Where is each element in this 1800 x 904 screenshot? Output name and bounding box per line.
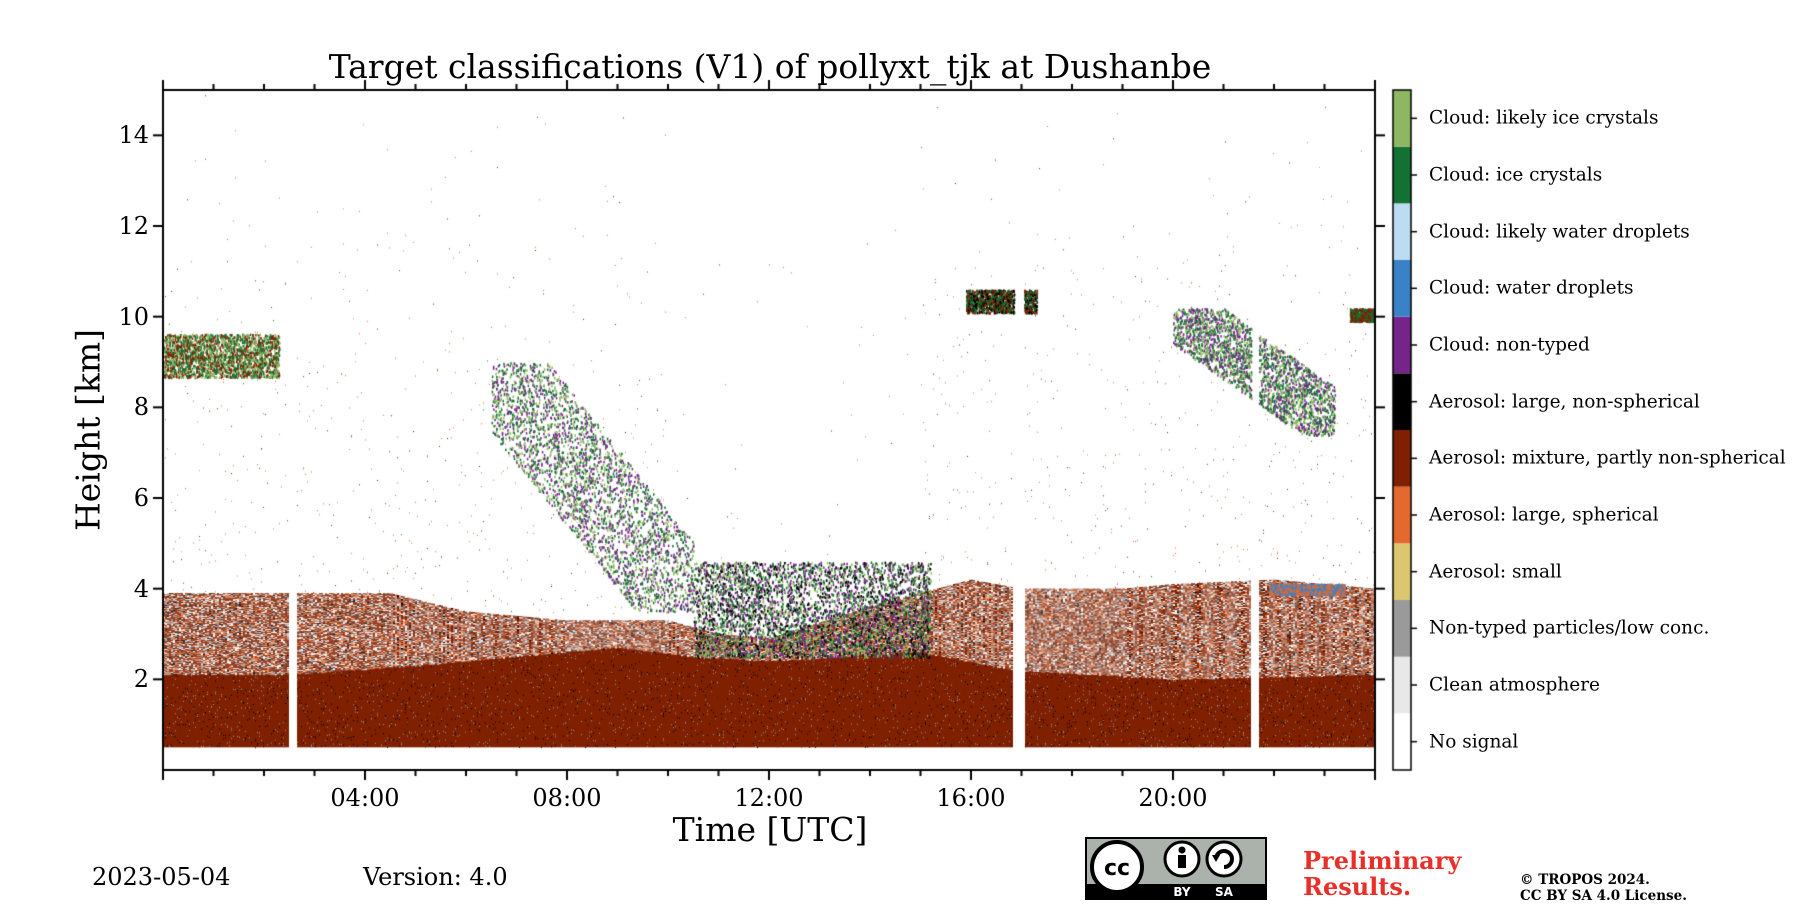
share-alike-icon <box>1205 840 1243 878</box>
y-tick-label: 8 <box>133 393 149 422</box>
chart-title: Target classifications (V1) of pollyxt_t… <box>328 47 1212 86</box>
badge-sa-text: SA <box>1215 885 1234 899</box>
legend-entry: Non-typed particles/low conc. <box>1429 617 1710 639</box>
badge-by-text: BY <box>1173 885 1190 899</box>
cc-circle-icon <box>1090 840 1144 894</box>
legend-entry: Cloud: likely water droplets <box>1429 221 1690 243</box>
legend-entry: Cloud: water droplets <box>1429 277 1634 299</box>
legend-entry: Cloud: likely ice crystals <box>1429 107 1659 129</box>
date-label: 2023-05-04 <box>92 863 231 891</box>
legend-entry: Cloud: ice crystals <box>1429 164 1603 186</box>
legend-entry: No signal <box>1429 731 1519 753</box>
x-tick-label: 12:00 <box>734 784 804 812</box>
y-tick-label: 10 <box>118 302 149 331</box>
legend-entry: Aerosol: small <box>1429 561 1562 583</box>
copyright-note: © TROPOS 2024. CC BY SA 4.0 License. <box>1520 872 1687 904</box>
copyright-line-2: CC BY SA 4.0 License. <box>1520 888 1687 904</box>
copyright-line-1: © TROPOS 2024. <box>1520 872 1650 888</box>
x-tick-label: 08:00 <box>532 784 602 812</box>
legend-entry: Cloud: non-typed <box>1429 334 1590 356</box>
y-tick-label: 2 <box>133 665 149 694</box>
x-tick-label: 20:00 <box>1138 784 1208 812</box>
version-label: Version: 4.0 <box>363 863 508 891</box>
x-tick-label: 16:00 <box>936 784 1006 812</box>
preliminary-line-1: Preliminary <box>1303 846 1462 875</box>
cc-by-sa-license-badge: cc BY SA <box>1085 837 1267 900</box>
preliminary-line-2: Results. <box>1303 872 1412 901</box>
preliminary-results-note: Preliminary Results. <box>1303 848 1461 900</box>
legend-entry: Aerosol: mixture, partly non-spherical <box>1429 447 1786 469</box>
y-tick-label: 14 <box>118 121 149 150</box>
y-tick-label: 4 <box>133 574 149 603</box>
cc-text: cc <box>1104 856 1130 881</box>
legend-entry: Clean atmosphere <box>1429 674 1600 696</box>
x-tick-label: 04:00 <box>330 784 400 812</box>
legend-entry: Aerosol: large, spherical <box>1429 504 1659 526</box>
legend-entry: Aerosol: large, non-spherical <box>1429 391 1700 413</box>
y-tick-label: 12 <box>118 212 149 240</box>
x-axis-label: Time [UTC] <box>672 810 868 849</box>
y-tick-label: 6 <box>133 484 149 512</box>
